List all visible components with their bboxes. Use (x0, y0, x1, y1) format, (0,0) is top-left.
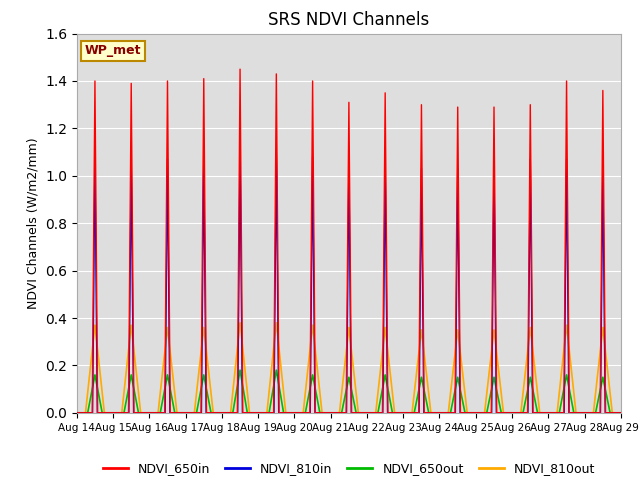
Text: WP_met: WP_met (85, 45, 141, 58)
Legend: NDVI_650in, NDVI_810in, NDVI_650out, NDVI_810out: NDVI_650in, NDVI_810in, NDVI_650out, NDV… (97, 457, 600, 480)
Y-axis label: NDVI Channels (W/m2/mm): NDVI Channels (W/m2/mm) (26, 137, 40, 309)
Title: SRS NDVI Channels: SRS NDVI Channels (268, 11, 429, 29)
